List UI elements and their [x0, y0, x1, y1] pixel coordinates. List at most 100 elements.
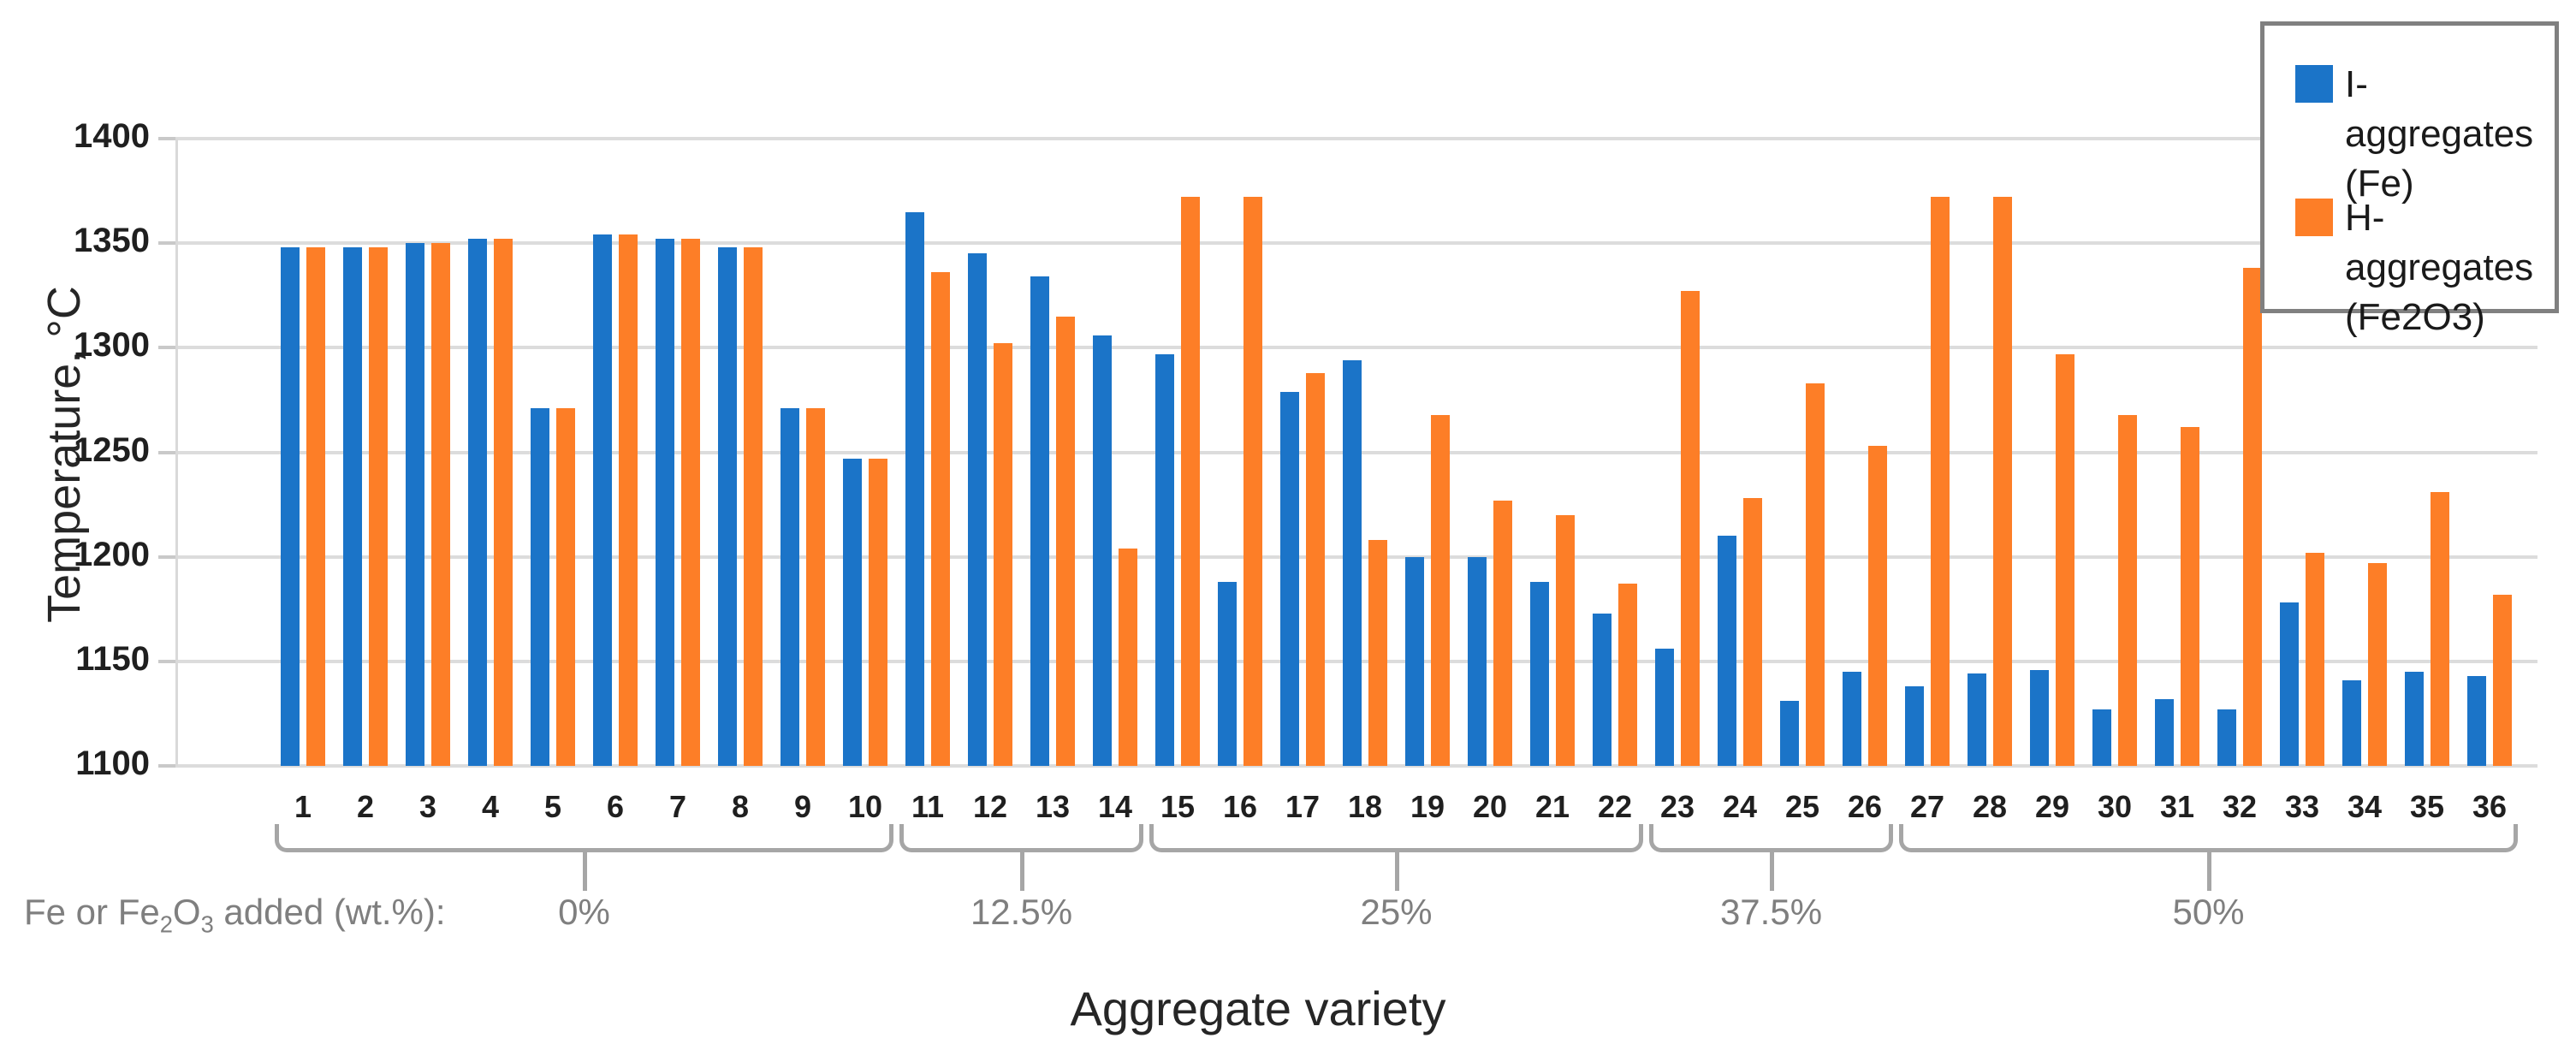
bar-H-aggregates-6 [619, 234, 638, 766]
x-tick-label: 36 [2472, 789, 2508, 824]
x-tick-label: 7 [668, 789, 687, 824]
bar-H-aggregates-2 [369, 247, 388, 766]
bar-H-aggregates-20 [1493, 500, 1512, 766]
bar-H-aggregates-26 [1868, 446, 1887, 766]
y-axis-tick [158, 346, 175, 350]
group-bracket-stem [2206, 850, 2211, 891]
gridline [175, 764, 2537, 768]
legend-item-h-aggregates: H-aggregates (Fe2O3) [2295, 193, 2555, 342]
bar-I-aggregates-15 [1155, 353, 1174, 766]
group-bracket-stem [582, 850, 587, 891]
bar-H-aggregates-8 [744, 247, 763, 766]
x-axis-title: Aggregate variety [1070, 982, 1446, 1035]
bar-I-aggregates-33 [2280, 602, 2299, 766]
bar-I-aggregates-31 [2155, 698, 2174, 766]
bar-H-aggregates-24 [1743, 498, 1762, 766]
legend-item-i-aggregates: I-aggregates (Fe) [2295, 60, 2555, 209]
y-tick-label: 1350 [74, 222, 150, 260]
x-tick-label: 18 [1347, 789, 1383, 824]
bar-H-aggregates-34 [2368, 562, 2387, 766]
group-axis-note: Fe or Fe2O3 added (wt.%): [24, 892, 446, 938]
x-tick-label: 33 [2284, 789, 2320, 824]
bar-I-aggregates-23 [1655, 649, 1674, 766]
x-tick-label: 29 [2034, 789, 2070, 824]
x-tick-label: 14 [1097, 789, 1133, 824]
x-tick-label: 32 [2222, 789, 2258, 824]
y-axis-tick [158, 137, 175, 140]
x-tick-label: 10 [847, 789, 883, 824]
legend-label: H-aggregates (Fe2O3) [2345, 197, 2534, 339]
group-label: 25% [1360, 892, 1433, 932]
group-label: 0% [558, 892, 610, 932]
x-tick-label: 8 [731, 789, 750, 824]
bar-I-aggregates-4 [468, 239, 487, 766]
blue-square-swatch-icon [2295, 65, 2333, 103]
bar-I-aggregates-18 [1343, 359, 1362, 766]
group-label: 50% [2172, 892, 2245, 932]
bar-I-aggregates-22 [1593, 613, 1611, 766]
x-tick-label: 19 [1410, 789, 1445, 824]
x-tick-label: 17 [1285, 789, 1321, 824]
bar-I-aggregates-12 [968, 253, 987, 766]
x-tick-label: 11 [911, 789, 945, 824]
bar-I-aggregates-1 [281, 247, 300, 766]
bar-H-aggregates-36 [2493, 594, 2512, 766]
gridline [175, 137, 2537, 140]
bar-H-aggregates-5 [556, 408, 575, 766]
y-axis-tick [158, 241, 175, 246]
gridline [175, 241, 2537, 246]
bar-I-aggregates-21 [1530, 581, 1549, 766]
legend: I-aggregates (Fe) H-aggregates (Fe2O3) [2260, 21, 2559, 338]
x-tick-label: 22 [1597, 789, 1633, 824]
bar-I-aggregates-29 [2030, 669, 2049, 766]
x-tick-label: 35 [2409, 789, 2445, 824]
bar-I-aggregates-16 [1218, 581, 1237, 766]
bar-H-aggregates-30 [2118, 414, 2137, 766]
bar-H-aggregates-35 [2431, 491, 2449, 766]
y-tick-label: 1250 [74, 430, 150, 469]
x-tick-label: 23 [1659, 789, 1695, 824]
bar-H-aggregates-4 [494, 239, 513, 766]
bar-I-aggregates-24 [1718, 536, 1736, 766]
bar-I-aggregates-11 [905, 211, 924, 766]
x-tick-label: 5 [543, 789, 562, 824]
bar-H-aggregates-29 [2056, 353, 2074, 766]
bar-I-aggregates-9 [781, 408, 799, 766]
x-tick-label: 25 [1784, 789, 1820, 824]
bar-H-aggregates-13 [1056, 316, 1075, 766]
x-tick-label: 30 [2097, 789, 2133, 824]
y-tick-label: 1400 [74, 117, 150, 155]
legend-label: I-aggregates (Fe) [2345, 63, 2534, 205]
bar-I-aggregates-8 [718, 247, 737, 766]
bar-I-aggregates-35 [2405, 672, 2424, 766]
bar-H-aggregates-32 [2243, 268, 2262, 766]
x-tick-label: 2 [356, 789, 375, 824]
bar-I-aggregates-5 [531, 408, 549, 766]
y-tick-label: 1300 [74, 326, 150, 365]
bar-I-aggregates-36 [2467, 675, 2486, 766]
bar-I-aggregates-20 [1468, 556, 1487, 766]
group-label: 12.5% [970, 892, 1073, 932]
bar-I-aggregates-27 [1905, 686, 1924, 766]
x-tick-label: 13 [1035, 789, 1071, 824]
x-tick-label: 1 [294, 789, 312, 824]
bar-H-aggregates-33 [2306, 552, 2324, 766]
group-bracket [1149, 824, 1643, 852]
bar-H-aggregates-17 [1306, 372, 1325, 766]
bar-H-aggregates-31 [2181, 427, 2199, 766]
bar-H-aggregates-18 [1368, 540, 1387, 766]
x-tick-label: 15 [1160, 789, 1196, 824]
bar-H-aggregates-28 [1993, 197, 2012, 766]
orange-square-swatch-icon [2295, 199, 2333, 236]
y-axis-line [175, 139, 178, 766]
bar-I-aggregates-19 [1405, 556, 1424, 766]
group-bracket [275, 824, 893, 852]
bar-H-aggregates-25 [1806, 383, 1825, 766]
x-tick-label: 27 [1909, 789, 1945, 824]
bar-H-aggregates-15 [1181, 197, 1200, 766]
group-bracket-stem [1394, 850, 1399, 891]
bar-I-aggregates-14 [1093, 335, 1112, 766]
group-label: 37.5% [1719, 892, 1823, 932]
bar-H-aggregates-11 [931, 272, 950, 766]
